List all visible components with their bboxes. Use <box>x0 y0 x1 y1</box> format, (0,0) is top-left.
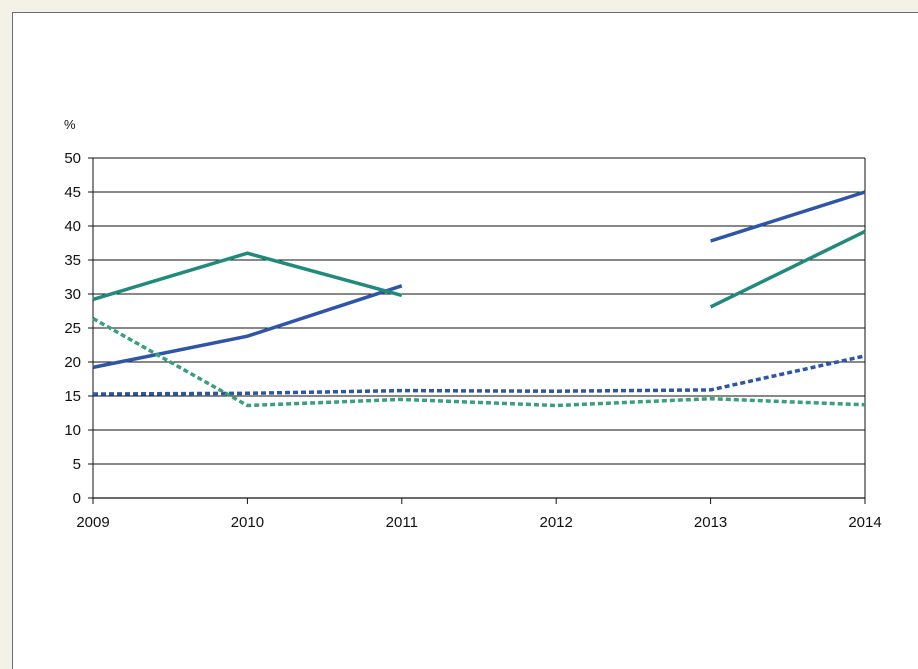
x-tick-label: 2009 <box>76 514 109 531</box>
y-tick-label: 40 <box>64 218 81 235</box>
series-line-4-dotted <box>92 316 866 408</box>
x-axis-ticks: 2009 2010 2011 2012 2013 2014 <box>76 498 882 531</box>
series-line-3-dotted <box>92 354 866 396</box>
y-unit-label: % <box>64 117 76 132</box>
x-tick-label: 2013 <box>694 514 727 531</box>
series-line-1-solid <box>92 284 403 370</box>
y-tick-label: 45 <box>64 184 81 201</box>
y-tick-label: 25 <box>64 320 81 337</box>
y-tick-label: 50 <box>64 150 81 167</box>
y-tick-label: 5 <box>73 456 81 473</box>
x-tick-label: 2012 <box>540 514 573 531</box>
x-tick-label: 2014 <box>848 514 881 531</box>
y-tick-label: 20 <box>64 354 81 371</box>
x-tick-label: 2011 <box>386 514 418 531</box>
y-tick-label: 10 <box>64 422 81 439</box>
y-axis-ticks: 0 5 10 15 20 25 30 35 40 45 50 <box>64 150 93 507</box>
gridlines <box>93 157 865 465</box>
series-line-2-solid <box>709 229 866 309</box>
series-line-1-solid <box>710 190 866 243</box>
y-tick-label: 0 <box>73 490 81 507</box>
x-tick-label: 2010 <box>231 514 264 531</box>
series-lines <box>92 190 866 408</box>
chart-frame <box>12 12 918 669</box>
y-tick-label: 35 <box>64 252 81 269</box>
y-tick-label: 15 <box>64 388 81 405</box>
series-line-2-solid <box>92 251 403 302</box>
y-tick-label: 30 <box>64 286 81 303</box>
